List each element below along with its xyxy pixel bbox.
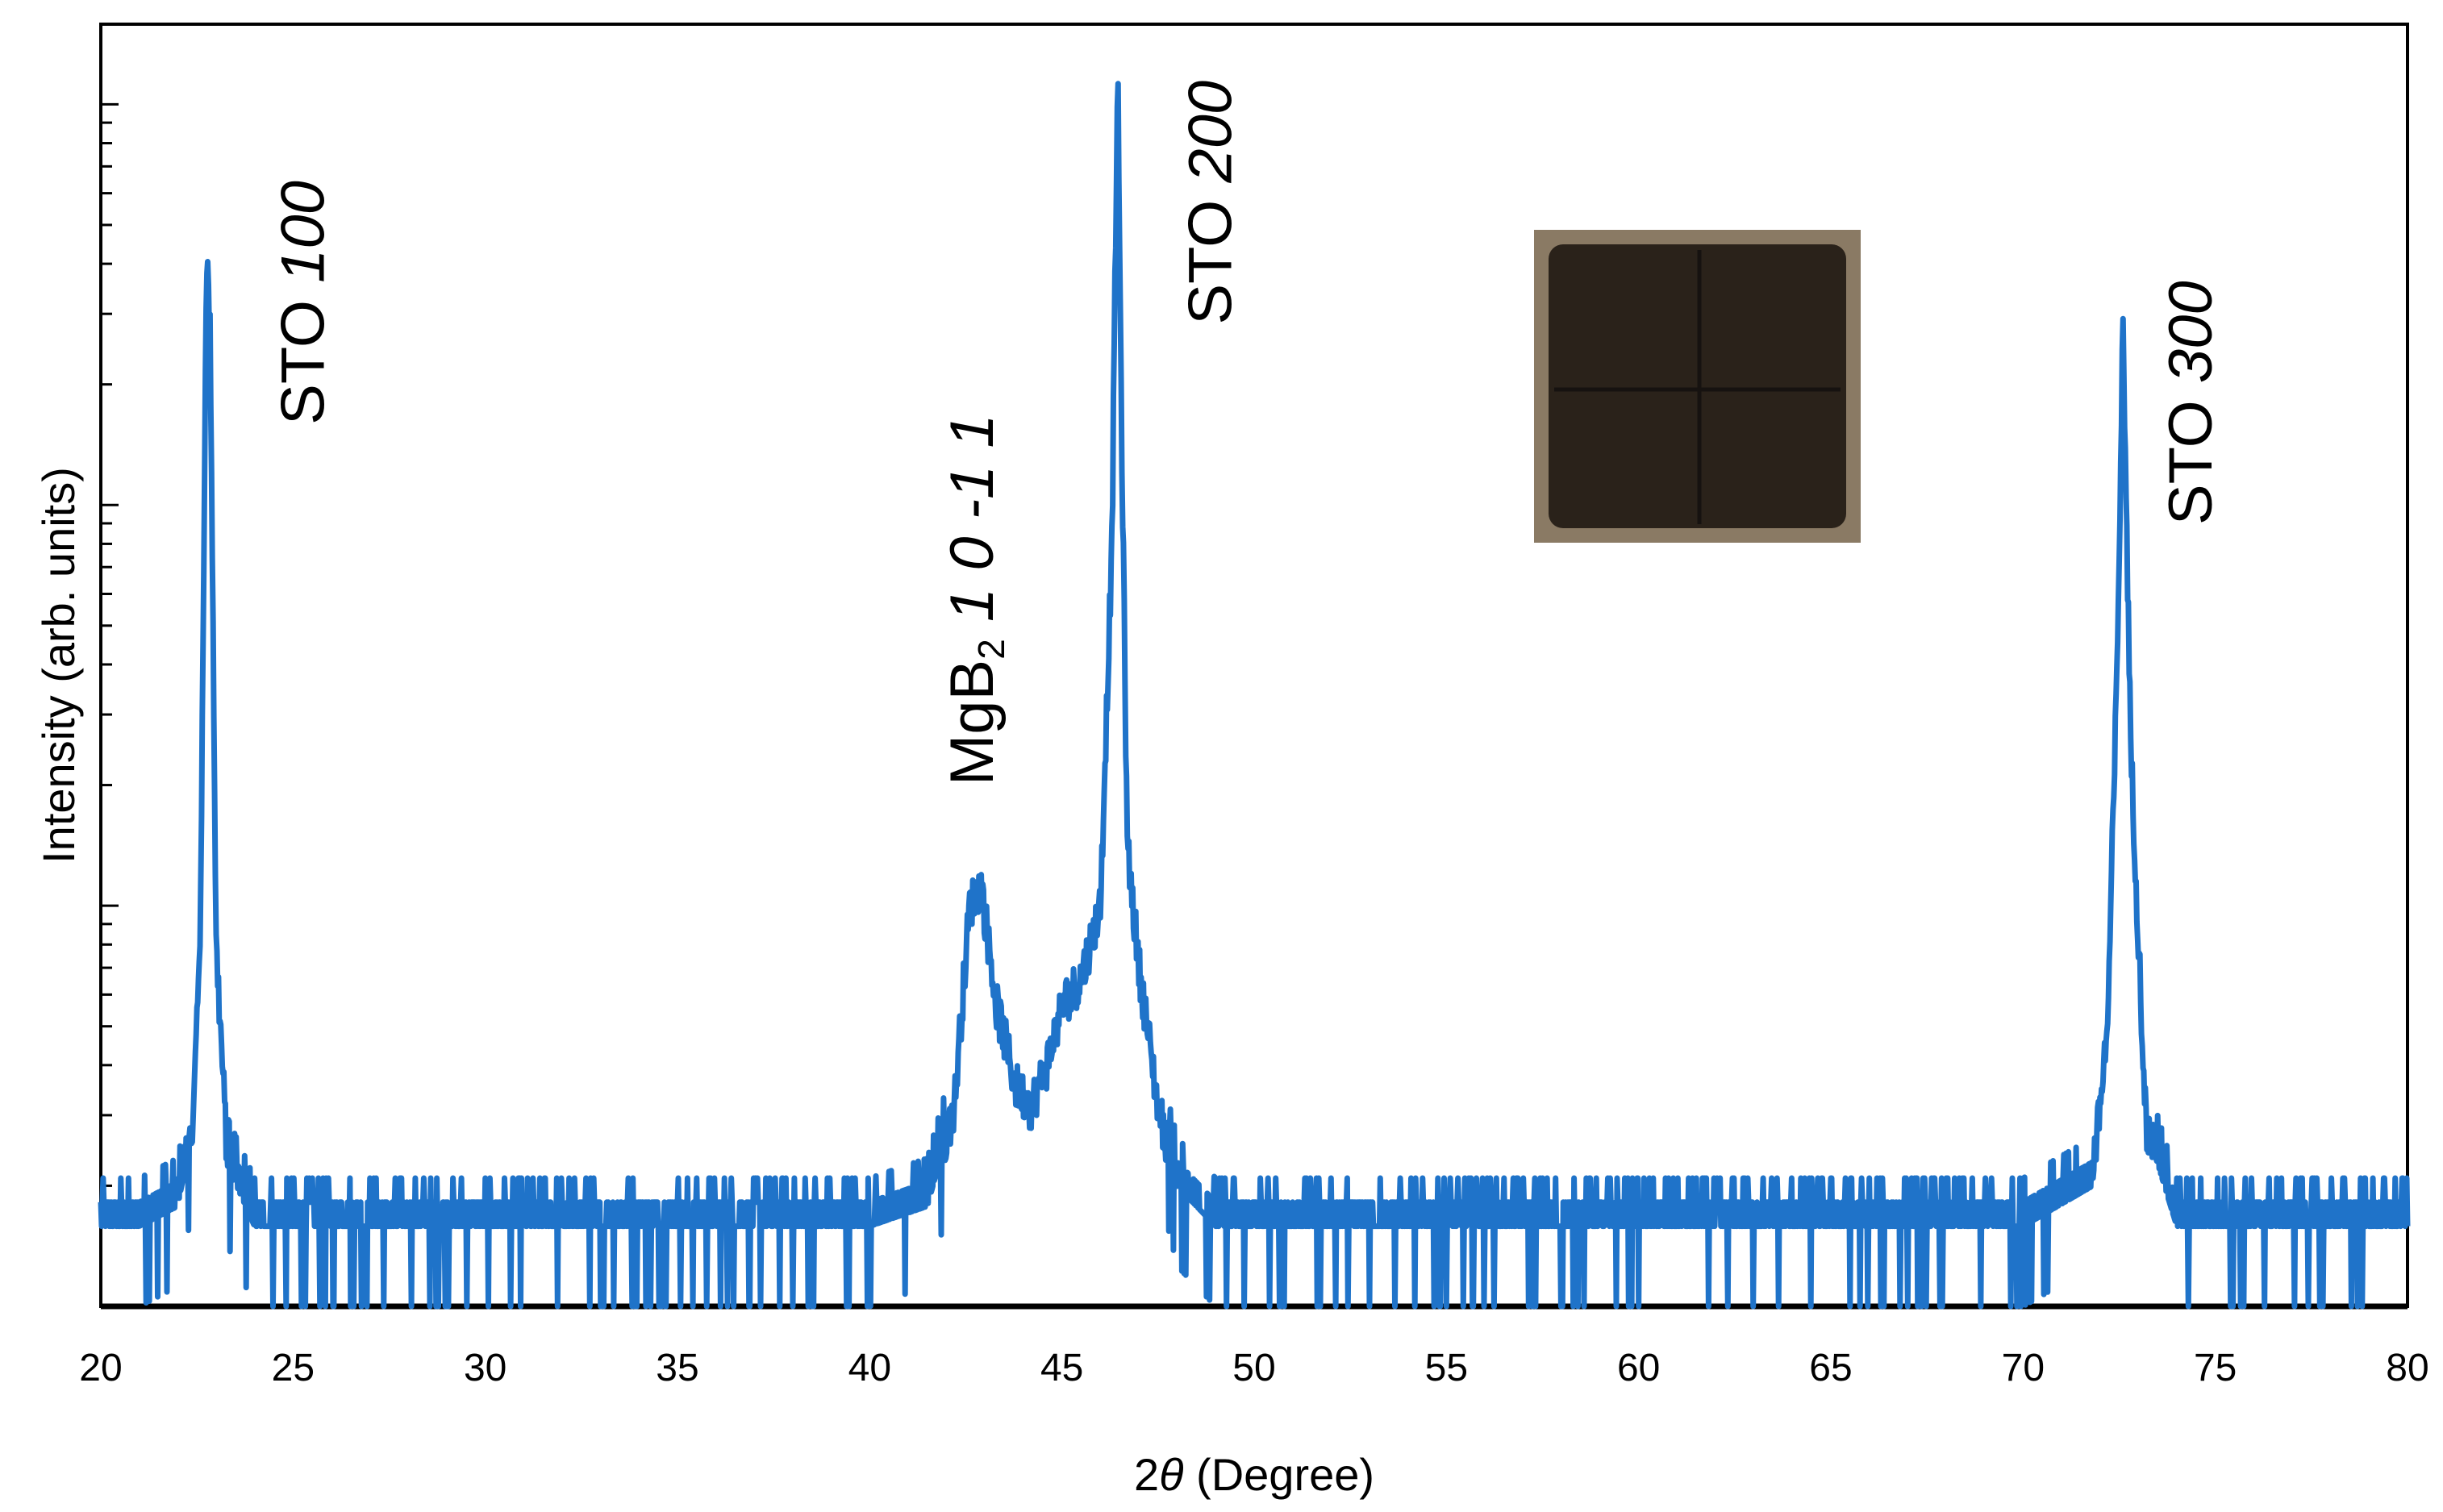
xrd-pattern-line [98,81,2411,1310]
x-tick-label: 80 [2386,1347,2428,1389]
x-tick-label: 45 [1040,1347,1083,1389]
x-tick-label: 25 [272,1347,315,1389]
x-tick-label: 70 [2002,1347,2045,1389]
peak-label-2: STO 200 [1176,81,1244,325]
x-tick-label: 20 [79,1347,122,1389]
peak-label-3: STO 300 [2157,281,2225,525]
x-axis-ticks: 20 25 30 35 40 45 50 55 60 65 70 75 80 [79,1347,2428,1389]
x-tick-label: 40 [848,1347,891,1389]
x-tick-label: 75 [2194,1347,2237,1389]
plot-frame [99,23,2409,1308]
y-axis-title: Intensity (arb. units) [33,467,84,864]
x-tick-label: 35 [656,1347,698,1389]
sample-photo-icon [1534,230,1861,543]
peak-label-1: MgB2 1 0 -1 1 [938,414,1012,785]
x-tick-label: 60 [1617,1347,1660,1389]
peak-label-0: STO 100 [269,181,337,425]
x-tick-label: 50 [1232,1347,1275,1389]
peak-annotations: STO 100 MgB2 1 0 -1 1 STO 200 STO 300 [269,81,2224,785]
x-tick-label: 55 [1425,1347,1468,1389]
x-tick-label: 65 [1809,1347,1852,1389]
x-axis-title: 2θ (Degree) [1134,1449,1374,1500]
y-axis-ticks [101,102,119,1308]
x-tick-label: 30 [464,1347,507,1389]
